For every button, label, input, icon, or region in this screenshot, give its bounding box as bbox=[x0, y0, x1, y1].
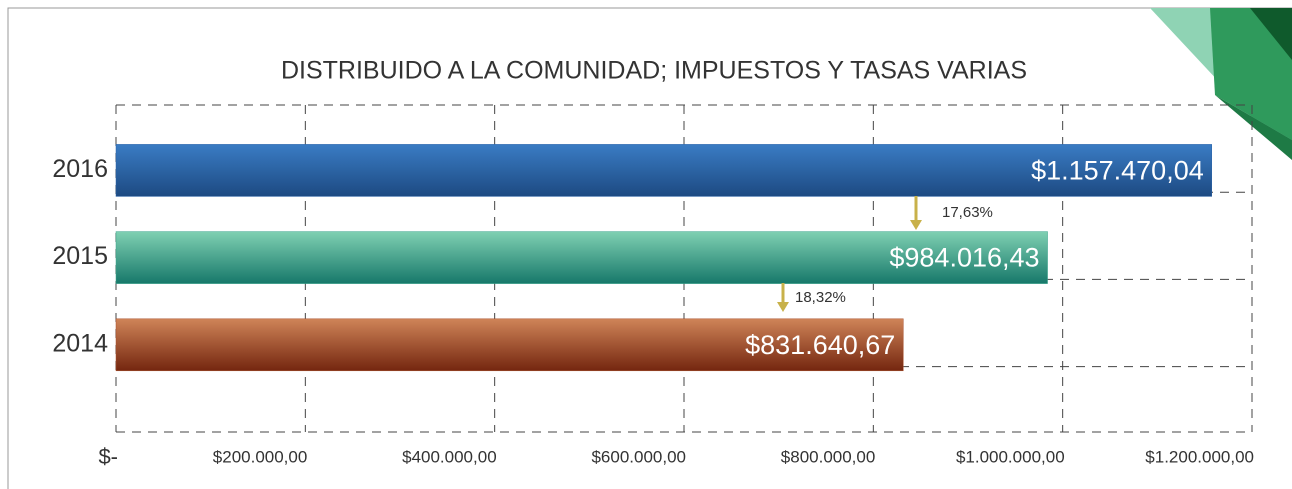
y-tick-label: 2016 bbox=[52, 155, 108, 183]
annotation-2 bbox=[777, 283, 789, 312]
chart: DISTRIBUIDO A LA COMUNIDAD; IMPUESTOS Y … bbox=[0, 0, 1292, 489]
data-label: $1.157.470,04 bbox=[1031, 156, 1204, 186]
chart-title: DISTRIBUIDO A LA COMUNIDAD; IMPUESTOS Y … bbox=[281, 57, 1027, 85]
x-tick-label: $1.000.000,00 bbox=[956, 447, 1065, 466]
annotation-1 bbox=[910, 196, 922, 230]
x-tick-label: $200.000,00 bbox=[213, 447, 308, 466]
annotation: 17,63% bbox=[942, 204, 993, 221]
x-tick-label: $- bbox=[98, 444, 118, 469]
page: {"chart_data": {"type": "bar", "orientat… bbox=[0, 0, 1292, 489]
annotation: 18,32% bbox=[795, 289, 846, 306]
x-tick-label: $800.000,00 bbox=[781, 447, 876, 466]
data-label: $831.640,67 bbox=[745, 330, 895, 360]
data-label: $984.016,43 bbox=[889, 243, 1039, 273]
x-tick-label: $1.200.000,00 bbox=[1145, 447, 1254, 466]
x-tick-label: $400.000,00 bbox=[402, 447, 497, 466]
x-tick-label: $600.000,00 bbox=[591, 447, 686, 466]
y-tick-label: 2015 bbox=[52, 242, 108, 270]
corner-decoration bbox=[1150, 8, 1292, 160]
y-tick-label: 2014 bbox=[52, 329, 108, 357]
